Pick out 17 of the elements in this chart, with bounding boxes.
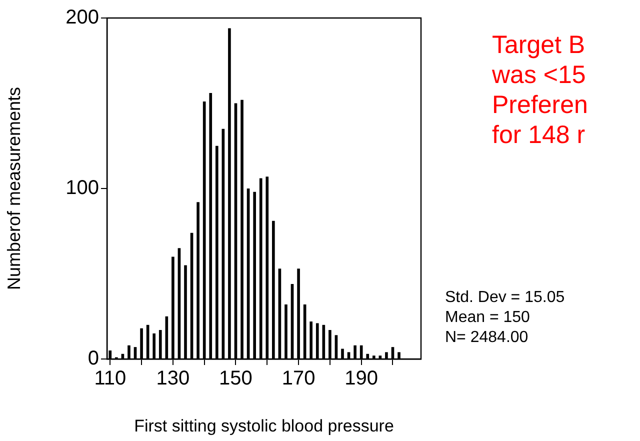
text: Target B <box>492 30 586 60</box>
x-tick-label: 170 <box>282 368 316 390</box>
y-tick-label: 100 <box>66 177 99 200</box>
y-axis-title: Numberof measurements <box>4 86 24 290</box>
text: Std. Dev = 15.05 <box>445 288 565 308</box>
text: N= 2484.00 <box>445 328 530 348</box>
y-tick-label: 0 <box>88 348 99 370</box>
text: for 148 r <box>492 120 586 150</box>
text: Preferen <box>492 90 588 120</box>
x-tick-label: 190 <box>344 368 378 390</box>
x-tick-label: 130 <box>156 368 190 390</box>
text: Mean = 150 <box>445 308 531 328</box>
text: was <15 <box>492 60 587 90</box>
x-axis-title: First sitting systolic blood pressure <box>134 416 394 436</box>
x-tick-label: 150 <box>219 368 252 390</box>
y-tick-label: 200 <box>66 6 99 29</box>
x-tick-label: 110 <box>94 368 126 390</box>
